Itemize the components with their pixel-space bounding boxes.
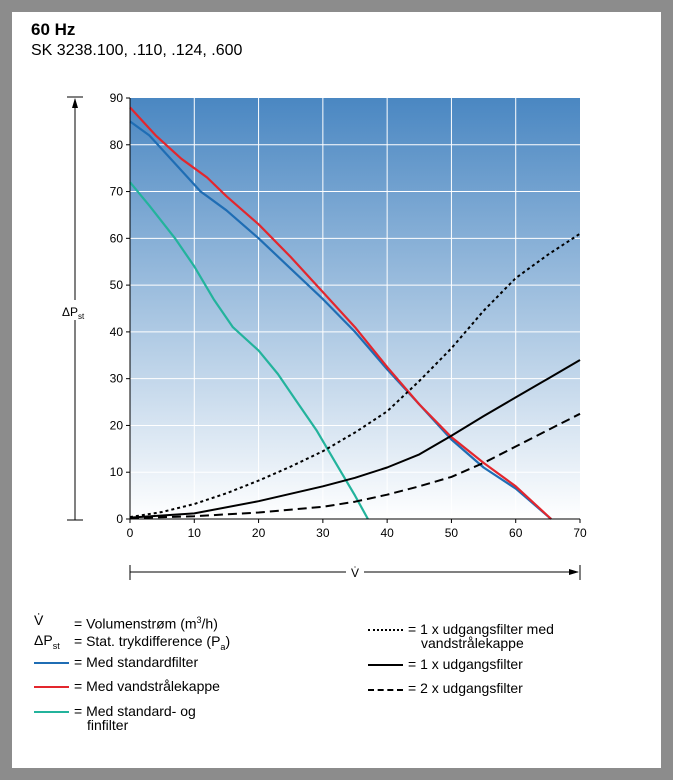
x-tick-label: 50 [445, 526, 459, 540]
y-axis: 0 10 20 30 40 50 60 70 80 90 [110, 91, 131, 526]
legend-swatch-dashed [368, 689, 403, 691]
x-tick-label: 40 [380, 526, 394, 540]
legend-dotted-2: vandstrålekappe [421, 635, 524, 651]
x-arrow-head [569, 569, 579, 575]
x-axis: 0 10 20 30 40 50 60 70 [127, 518, 587, 540]
legend-v-text: = Volumenstrøm (m3/h) [74, 615, 218, 632]
y-tick-label: 80 [110, 138, 124, 152]
grid [130, 98, 580, 519]
legend-solid: = 1 x udgangsfilter [408, 656, 523, 672]
legend-standard: = Med standardfilter [74, 654, 199, 670]
legend-fine-2: finfilter [87, 717, 129, 733]
figure-frame: 60 Hz SK 3238.100, .110, .124, .600 0 10 2… [12, 12, 661, 768]
x-tick-label: 10 [188, 526, 202, 540]
plot-background [130, 98, 580, 519]
series-group [129, 106, 581, 520]
y-tick-label: 90 [110, 91, 124, 105]
series-line-1 [129, 120, 552, 520]
legend-water: = Med vandstrålekappe [74, 678, 220, 694]
y-tick-label: 30 [110, 372, 124, 386]
x-tick-label: 0 [127, 526, 134, 540]
legend-dotted-1: = 1 x udgangsfilter med [408, 621, 554, 637]
y-tick-label: 20 [110, 418, 124, 432]
x-tick-label: 20 [252, 526, 266, 540]
y-tick-label: 60 [110, 231, 124, 245]
series-line-4 [129, 232, 581, 519]
legend-swatch-dotted [368, 629, 403, 631]
x-tick-label: 60 [509, 526, 523, 540]
legend-swatch-standard [34, 662, 69, 664]
legend-swatch-fine [34, 711, 69, 713]
chart-subtitle: SK 3238.100, .110, .124, .600 [31, 42, 243, 59]
legend-p-text: = Stat. trykdifference (Pa) [74, 633, 231, 652]
series-line-2 [129, 106, 552, 520]
y-tick-label: 0 [116, 512, 123, 526]
series-line-6 [129, 412, 581, 520]
pressure-flow-chart: 0 10 20 30 40 50 60 70 80 90 0 10 20 30 40 50 60 70 ΔPst… [62, 91, 587, 580]
series-line-5 [129, 359, 581, 519]
legend-swatch-solid [368, 664, 403, 666]
y-arrow-head [72, 98, 78, 108]
y-tick-label: 50 [110, 278, 124, 292]
legend-v-symbol: V̇ [34, 612, 44, 628]
chart-title: 60 Hz [31, 20, 76, 39]
legend-p-symbol: ΔPst [34, 632, 60, 651]
y-tick-label: 70 [110, 185, 124, 199]
x-tick-label: 30 [316, 526, 330, 540]
y-tick-label: 10 [110, 465, 124, 479]
y-tick-label: 40 [110, 325, 124, 339]
series-line-3 [129, 181, 369, 520]
legend-dashed: = 2 x udgangsfilter [408, 680, 523, 696]
legend-swatch-water [34, 686, 69, 688]
x-axis-label: V̇ [351, 566, 359, 580]
y-axis-label: ΔPst [62, 305, 85, 321]
legend-fine-1: = Med standard- og [74, 703, 196, 719]
x-tick-label: 70 [573, 526, 587, 540]
